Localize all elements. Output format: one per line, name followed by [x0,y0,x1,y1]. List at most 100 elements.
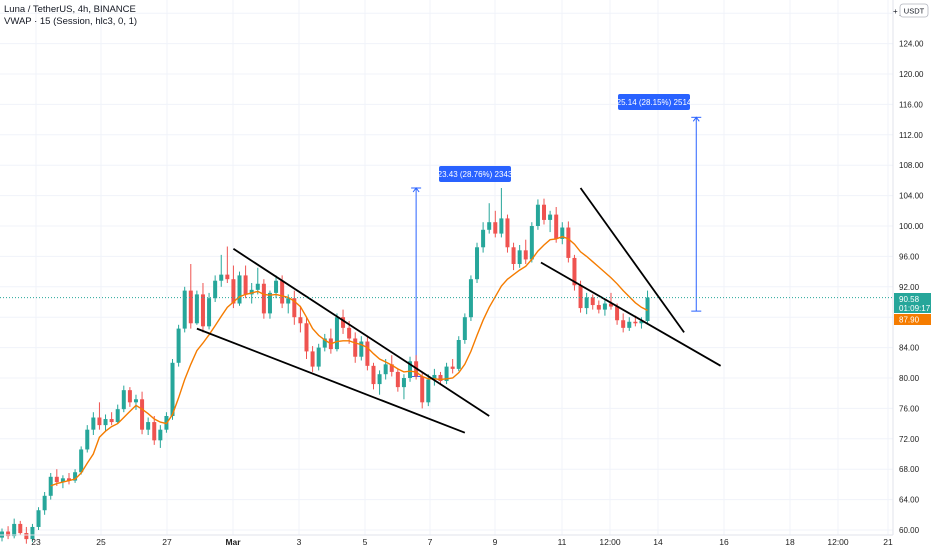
candle-body [304,323,309,352]
candle [255,267,260,295]
candle [170,359,175,420]
candle-body [310,351,315,367]
measure-2[interactable] [691,116,702,312]
candles [0,188,650,544]
candle-body [91,417,96,430]
candle [523,239,528,264]
candle [584,292,589,315]
candle-body [456,340,461,369]
candle [621,313,626,333]
candle-body [493,222,498,234]
candle-body [79,449,84,473]
candle [493,210,498,238]
trendlines[interactable] [196,187,722,434]
y-tick-label: 60.00 [899,526,920,535]
candle-body [146,422,151,430]
measure-label-1[interactable]: 23.43 (28.76%) 2343 [438,166,513,182]
candle-body [176,328,181,363]
measure-tools[interactable] [411,116,702,377]
candle [304,317,309,359]
candle-body [517,250,522,264]
candle-body [633,321,638,324]
candle [103,414,108,432]
trendline-1[interactable] [232,248,490,417]
candle [462,313,467,344]
y-tick-label: 108.00 [899,161,924,170]
candle [298,305,303,333]
vwap-badge: 87.90 [894,314,931,325]
measure-label-1-text: 23.43 (28.76%) 2343 [438,170,513,179]
indicator-title: VWAP · 15 (Session, hlc3, 0, 1) [4,16,137,27]
trendline-2[interactable] [196,327,466,434]
candle-body [359,341,364,357]
candle [219,254,224,287]
y-tick-label: 68.00 [899,465,920,474]
candle-body [566,227,571,258]
candle-body [572,257,577,286]
candle [194,290,199,325]
x-tick-label: 12:00 [599,537,621,547]
x-tick-label: 18 [785,537,795,547]
price-axis-background[interactable] [893,0,932,550]
x-tick-label: 12:00 [827,537,849,547]
candle [66,473,71,485]
candle-body [24,533,29,540]
candle-body [596,305,601,310]
candle-body [475,247,480,280]
candle [109,412,114,426]
candle-body [505,218,510,248]
candle [6,526,11,540]
price-axis-plus: + [893,7,898,16]
candle [499,188,504,238]
candle-body [487,222,492,230]
candle [377,370,382,395]
candle [456,336,461,372]
candle-body [127,390,132,403]
candle-body [267,292,272,314]
candle-body [639,321,644,324]
candle [505,214,510,253]
symbol-title: Luna / TetherUS, 4h, BINANCE [4,4,136,15]
y-tick-label: 104.00 [899,192,924,201]
candle [334,313,339,352]
candle [322,333,327,352]
candle [182,286,187,333]
last-price-badge: 90.58 01:09:17 [894,293,931,313]
x-tick-label: 23 [31,537,41,547]
trendline-3[interactable] [579,187,685,333]
candle [310,346,315,372]
candle-body [462,317,467,340]
candle-body [243,275,248,295]
candle-body [194,294,199,324]
x-tick-label: Mar [225,537,241,547]
candle [627,317,632,331]
measure-label-2[interactable]: 25.14 (28.15%) 2514 [617,94,692,110]
candle-body [255,283,260,290]
y-tick-label: 64.00 [899,496,920,505]
x-tick-label: 25 [96,537,106,547]
candle [481,222,486,253]
candle [602,298,607,316]
candle [517,245,522,268]
candle [97,402,102,430]
trendline-4[interactable] [540,261,722,367]
y-tick-label: 84.00 [899,344,920,353]
candle [548,210,553,233]
candle-body [450,366,455,369]
candle-body [347,327,352,339]
candle-body [377,374,382,385]
currency-button[interactable]: USDT [899,3,929,18]
candle-body [66,478,71,481]
x-tick-label: 3 [297,537,302,547]
candle [48,473,53,500]
candle [560,222,565,245]
candle [401,374,406,400]
candle [146,417,151,435]
candle-body [529,226,534,260]
candle-body [432,374,437,380]
candle [359,336,364,361]
candle-body [280,280,285,304]
candle-body [542,204,547,220]
candle-body [615,306,620,321]
